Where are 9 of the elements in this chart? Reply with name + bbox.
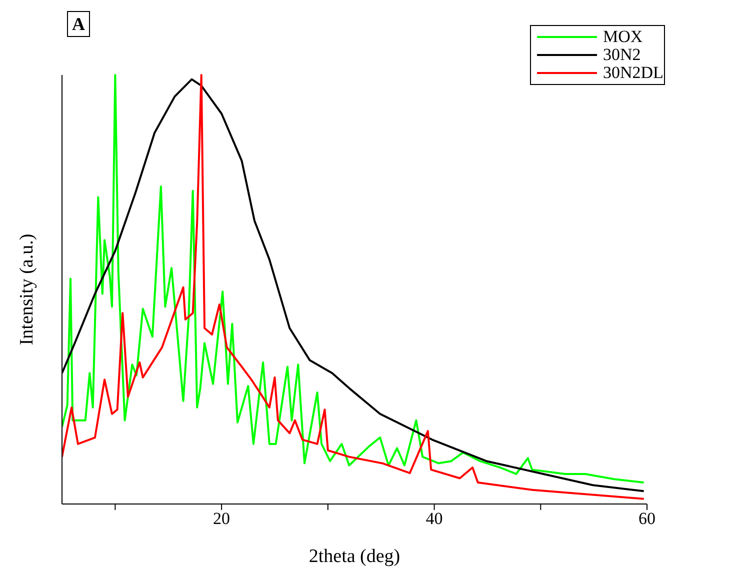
x-tick-label: 40: [426, 509, 443, 528]
legend-label: MOX: [603, 27, 643, 47]
legend-label: 30N2DL: [603, 63, 664, 83]
x-tick-label: 20: [213, 509, 230, 528]
y-axis-title: Intensity (a.u.): [16, 234, 38, 346]
x-axis-title: 2theta (deg): [308, 546, 400, 567]
panel-letter: A: [67, 11, 90, 37]
legend-label: 30N2: [603, 45, 641, 65]
x-tick-label: 60: [638, 509, 656, 528]
